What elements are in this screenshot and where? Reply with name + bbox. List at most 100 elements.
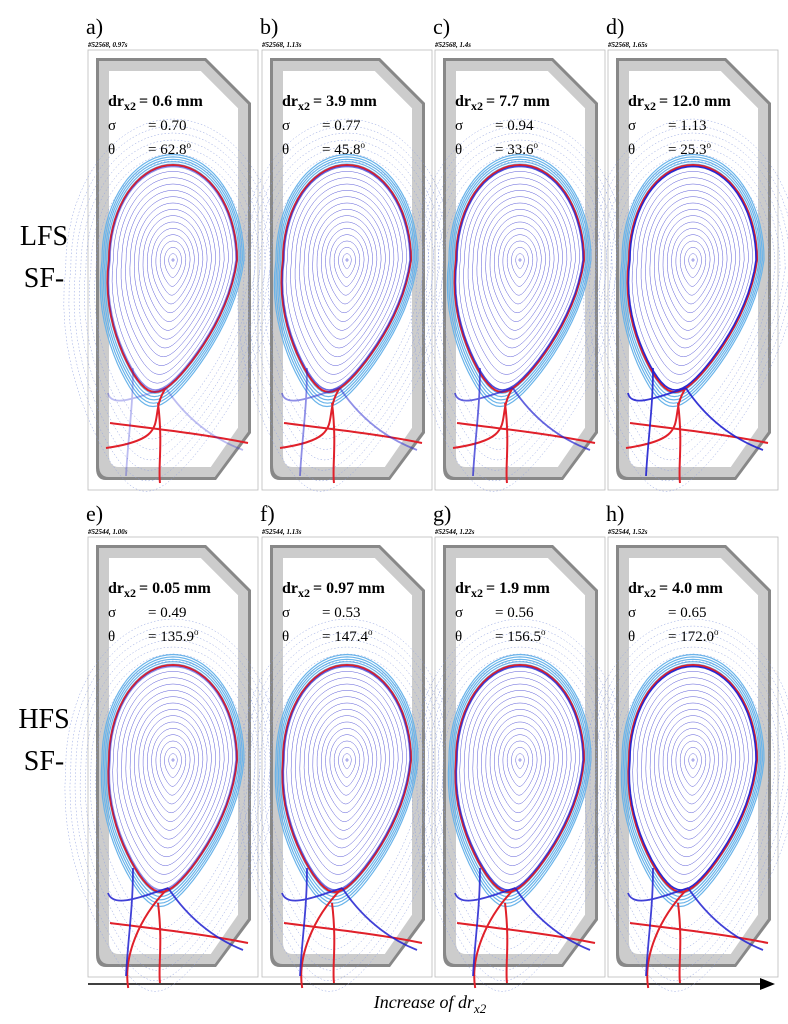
dr-symbol: dr (282, 93, 298, 110)
flux-surface (654, 702, 732, 840)
flux-surface (151, 728, 195, 805)
panel-letter: d) (606, 14, 624, 39)
outer-flux (420, 132, 618, 471)
flux-surface (494, 221, 546, 314)
dr-line: drx2 = 0.97 mm (282, 580, 385, 600)
leg-blue (281, 867, 418, 977)
panel: a) #52568, 0.97s drx2 = 0.6 mm σ = 0.70 θ = 62.… (63, 14, 281, 492)
outer-flux (609, 153, 776, 440)
degree: o (714, 627, 719, 637)
flux-surface (498, 728, 542, 805)
sol-flux (274, 653, 419, 908)
dr-value: = 12.0 mm (659, 93, 731, 110)
theta-value: = 62.8 (148, 142, 186, 158)
panel-letter: c) (433, 14, 450, 39)
flux-surface (147, 721, 199, 814)
flux-surface (299, 690, 395, 858)
flux-surface (489, 715, 551, 822)
sol-flux (448, 156, 591, 404)
dr-sub: x2 (298, 586, 310, 600)
degree: o (533, 140, 538, 150)
outer-flux (436, 153, 603, 440)
outer-flux (604, 646, 781, 950)
vessel-inner (283, 71, 412, 467)
sol-flux (273, 153, 419, 408)
flux-surface (125, 690, 221, 858)
outer-flux (441, 160, 598, 429)
shot-label: #52544, 1.00s (87, 528, 128, 536)
flux-surface (286, 671, 407, 884)
flux-surface (649, 696, 736, 849)
sol-flux (452, 661, 587, 898)
outer-flux (593, 132, 788, 471)
arrow-head (760, 978, 775, 990)
dr-symbol: dr (282, 580, 298, 597)
sigma-symbol: σ (108, 605, 116, 621)
sol-flux (622, 158, 762, 401)
dr-line: drx2 = 0.6 mm (108, 93, 203, 113)
flux-surface (168, 753, 178, 770)
sigma-symbol: σ (628, 118, 636, 134)
separatrix-blue (108, 665, 237, 891)
flux-surface (164, 747, 182, 778)
leg-blue (281, 367, 418, 477)
theta-line: = 33.6o (495, 140, 538, 158)
flux-surface (112, 671, 233, 884)
flux-surface (515, 253, 525, 270)
row-label: SF- (24, 263, 64, 294)
sol-flux (447, 653, 592, 908)
flux-surface (485, 209, 555, 331)
outer-flux (589, 625, 788, 982)
vessel-inner (109, 71, 238, 467)
flux-surface (658, 209, 728, 331)
flux-surface (312, 209, 382, 331)
dr-value: = 3.9 mm (313, 93, 377, 110)
sol-flux (276, 656, 418, 904)
panel-frame (607, 49, 779, 491)
outer-flux (442, 660, 598, 929)
outer-flux (74, 632, 271, 971)
separatrix-red (106, 163, 239, 394)
axis-label-sub: x2 (473, 1001, 487, 1016)
sigma-symbol: σ (282, 605, 290, 621)
flux-surface (675, 734, 711, 796)
outer-flux (604, 146, 781, 450)
separatrix-red (627, 663, 759, 894)
theta-line: = 156.5o (495, 627, 546, 645)
flux-surface (151, 228, 195, 305)
row-label: LFS (20, 221, 68, 252)
flux-surface (649, 196, 736, 349)
sol-flux (625, 661, 760, 898)
separatrix-blue (455, 665, 584, 891)
panel: b) #52568, 1.13s drx2 = 3.9 mm σ = 0.77 θ = 45.… (237, 14, 455, 492)
leg-red (279, 387, 423, 484)
outer-flux (614, 160, 771, 429)
separatrix-blue (454, 165, 584, 391)
dr-symbol: dr (455, 580, 471, 597)
leg-red (105, 387, 249, 484)
sigma-symbol: σ (628, 605, 636, 621)
sol-flux (446, 153, 592, 408)
flux-surface (671, 228, 715, 305)
flux-surface (308, 702, 386, 840)
vessel-inner (629, 71, 758, 467)
flux-surface (325, 228, 369, 305)
flux-surface (662, 215, 724, 322)
flux-surface (295, 683, 399, 866)
flux-surface (329, 734, 365, 796)
sol-flux (100, 653, 245, 908)
flux-surface (155, 234, 191, 296)
outer-flux (263, 153, 430, 440)
outer-flux (258, 146, 435, 450)
flux-surface (684, 747, 702, 778)
flux-surface (138, 209, 208, 331)
outer-flux (598, 139, 786, 461)
sigma-symbol: σ (455, 605, 463, 621)
sol-flux (620, 653, 765, 908)
sol-flux (450, 658, 589, 901)
theta-value: = 135.9 (148, 629, 194, 645)
flux-surface (111, 171, 233, 384)
outer-flux (247, 132, 445, 471)
flux-surface (645, 690, 741, 858)
theta-line: = 147.4o (322, 627, 373, 645)
